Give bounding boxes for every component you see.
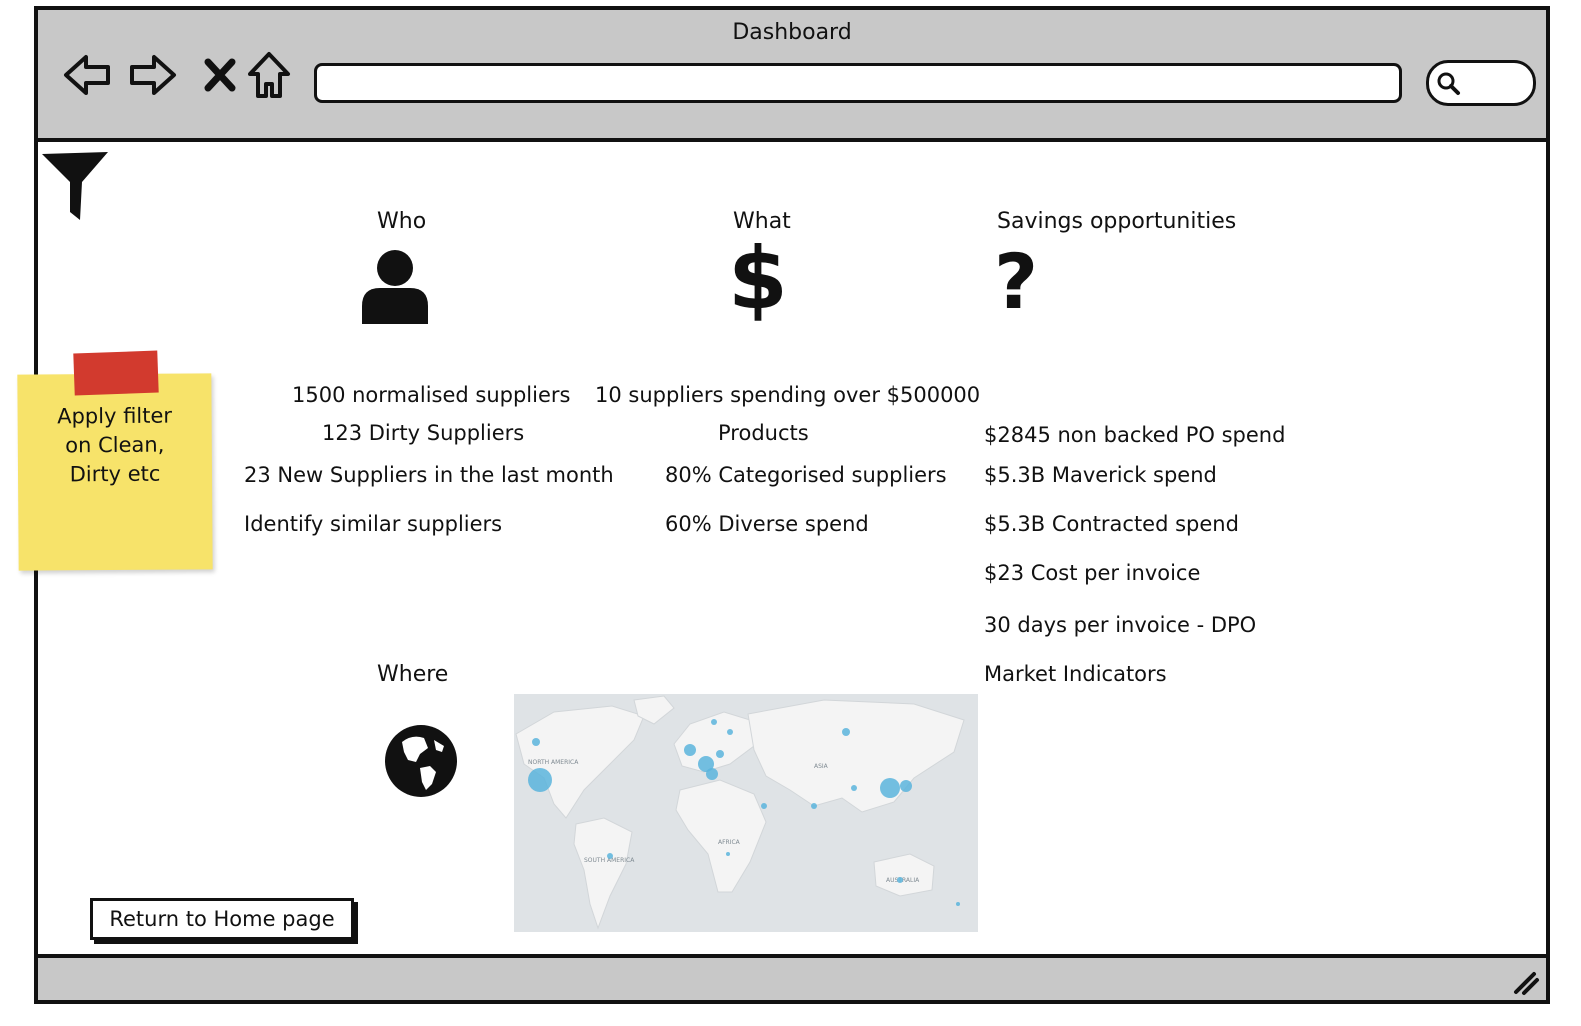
world-map-graphic: NORTH AMERICA ASIA AFRICA SOUTH AMERICA … [515, 695, 965, 930]
savings-item-contracted-spend[interactable]: $5.3B Contracted spend [984, 512, 1239, 536]
savings-item-cost-per-invoice[interactable]: $23 Cost per invoice [984, 561, 1201, 585]
return-home-button[interactable]: Return to Home page [90, 898, 354, 940]
map-bubble [607, 853, 613, 859]
map-bubble [842, 728, 850, 736]
what-item-diverse-spend[interactable]: 60% Diverse spend [665, 512, 869, 536]
globe-icon [385, 725, 457, 797]
sticky-note: Apply filter on Clean, Dirty etc [17, 373, 213, 571]
map-label-asia: ASIA [814, 763, 829, 770]
search-input[interactable] [1426, 60, 1536, 106]
map-bubble [900, 780, 912, 792]
world-map[interactable]: NORTH AMERICA ASIA AFRICA SOUTH AMERICA … [514, 694, 978, 932]
savings-item-maverick-spend[interactable]: $5.3B Maverick spend [984, 463, 1217, 487]
window-title: Dashboard [732, 20, 852, 45]
user-icon [362, 250, 428, 324]
map-bubble [528, 768, 552, 792]
map-label-africa: AFRICA [718, 839, 741, 846]
resize-grip-icon[interactable] [1510, 966, 1540, 996]
what-item-suppliers-spending[interactable]: 10 suppliers spending over $500000 [595, 383, 981, 407]
who-item-similar-suppliers[interactable]: Identify similar suppliers [244, 512, 503, 536]
savings-item-non-backed-po[interactable]: $2845 non backed PO spend [984, 423, 1286, 447]
savings-heading: Savings opportunities [997, 209, 1237, 234]
map-bubble [706, 768, 718, 780]
map-label-south-america: SOUTH AMERICA [584, 857, 635, 864]
map-bubble [716, 750, 724, 758]
close-icon[interactable] [194, 48, 248, 102]
what-item-categorised[interactable]: 80% Categorised suppliers [665, 463, 947, 487]
map-bubble [698, 756, 714, 772]
map-label-australia: AUSTRALIA [886, 877, 920, 884]
map-bubble [684, 744, 696, 756]
map-bubble [880, 778, 900, 798]
map-bubble [897, 877, 903, 883]
what-heading: What [733, 209, 791, 234]
who-item-normalised-suppliers[interactable]: 1500 normalised suppliers [292, 383, 571, 407]
map-bubble [727, 729, 733, 735]
address-bar[interactable] [314, 63, 1402, 103]
map-bubble [711, 719, 717, 725]
filter-icon[interactable] [40, 150, 110, 222]
map-bubble [811, 803, 817, 809]
search-icon [1437, 72, 1460, 95]
savings-item-dpo[interactable]: 30 days per invoice - DPO [984, 613, 1257, 637]
status-bar [38, 954, 1546, 1000]
forward-arrow-icon[interactable] [126, 48, 180, 102]
who-item-dirty-suppliers[interactable]: 123 Dirty Suppliers [322, 421, 525, 445]
what-item-products[interactable]: Products [718, 421, 809, 445]
map-bubble [851, 785, 857, 791]
who-item-new-suppliers[interactable]: 23 New Suppliers in the last month [244, 463, 614, 487]
map-bubble [532, 738, 540, 746]
dollar-icon: $ [728, 229, 788, 329]
map-bubble [761, 803, 767, 809]
sticky-note-text: Apply filter on Clean, Dirty etc [57, 403, 173, 487]
home-icon[interactable] [242, 48, 296, 102]
title-bar: Dashboard [38, 10, 1546, 142]
map-bubble [726, 852, 730, 856]
where-heading: Where [377, 662, 449, 687]
savings-item-market-indicators[interactable]: Market Indicators [984, 662, 1167, 686]
map-label-north-america: NORTH AMERICA [528, 759, 579, 766]
question-icon: ? [994, 237, 1039, 326]
map-bubble [956, 902, 960, 906]
sticky-note-tape [73, 350, 159, 396]
who-heading: Who [377, 209, 427, 234]
back-arrow-icon[interactable] [60, 48, 114, 102]
